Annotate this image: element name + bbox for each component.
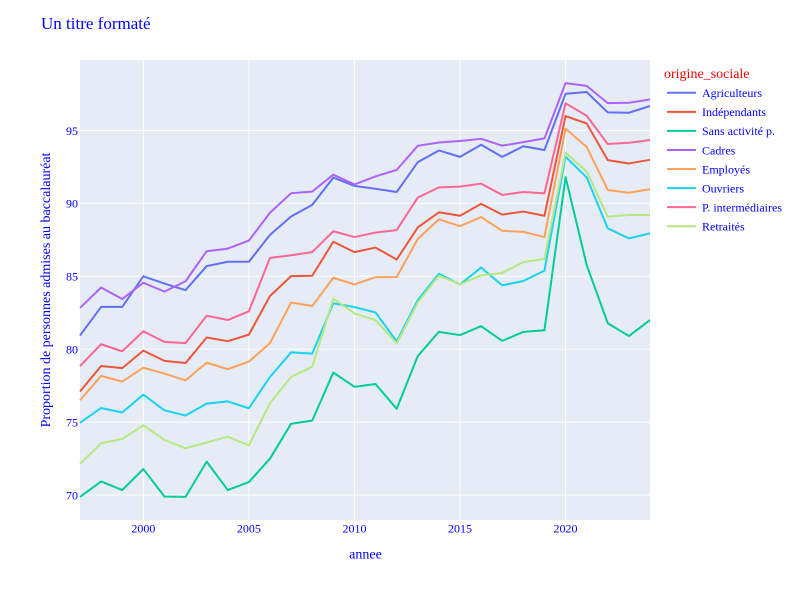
svg-text:Agriculteurs: Agriculteurs xyxy=(702,86,762,100)
svg-text:Indépendants: Indépendants xyxy=(702,105,766,119)
svg-text:85: 85 xyxy=(66,270,78,284)
svg-text:2005: 2005 xyxy=(237,522,261,536)
svg-text:80: 80 xyxy=(66,343,78,357)
svg-text:annee: annee xyxy=(349,548,382,563)
svg-text:90: 90 xyxy=(66,197,78,211)
svg-text:origine_sociale: origine_sociale xyxy=(664,67,750,82)
svg-text:2000: 2000 xyxy=(131,522,155,536)
svg-text:Employés: Employés xyxy=(702,162,750,176)
svg-text:75: 75 xyxy=(66,415,78,429)
svg-text:95: 95 xyxy=(66,124,78,138)
svg-text:2015: 2015 xyxy=(448,522,472,536)
svg-text:70: 70 xyxy=(66,488,78,502)
svg-text:2020: 2020 xyxy=(554,522,578,536)
svg-text:Sans activité p.: Sans activité p. xyxy=(702,124,775,138)
svg-text:P. intermédiaires: P. intermédiaires xyxy=(702,200,782,214)
svg-text:Retraités: Retraités xyxy=(702,220,745,234)
svg-text:2010: 2010 xyxy=(342,522,366,536)
svg-text:Ouvriers: Ouvriers xyxy=(702,181,744,195)
svg-text:Un titre formaté: Un titre formaté xyxy=(41,14,151,33)
svg-text:Cadres: Cadres xyxy=(702,143,736,157)
svg-text:Proportion de personnes admise: Proportion de personnes admises au bacca… xyxy=(39,152,54,427)
